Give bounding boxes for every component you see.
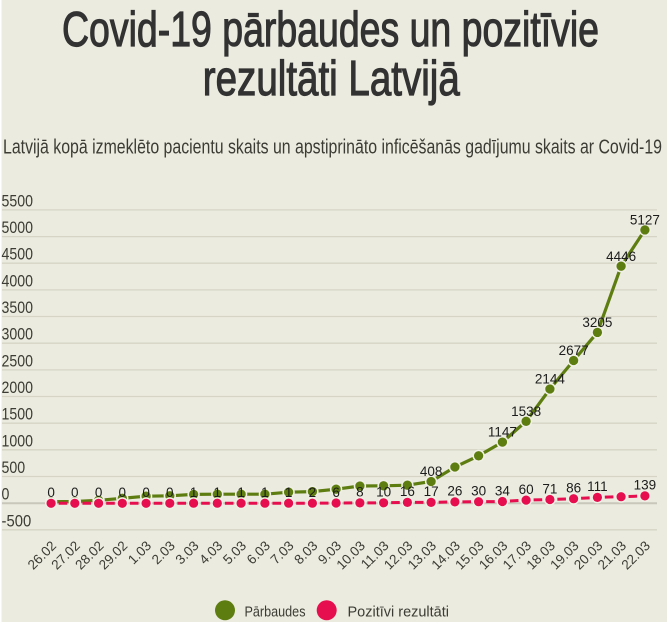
svg-text:86: 86: [566, 481, 581, 496]
svg-text:5127: 5127: [630, 213, 660, 228]
svg-text:rezultāti Latvijā: rezultāti Latvijā: [203, 52, 461, 106]
svg-text:3000: 3000: [2, 325, 34, 344]
svg-text:0: 0: [119, 485, 127, 500]
svg-text:1: 1: [285, 485, 293, 500]
svg-text:6: 6: [332, 485, 340, 500]
svg-text:60: 60: [519, 482, 534, 497]
svg-text:139: 139: [634, 478, 657, 493]
svg-text:3500: 3500: [2, 298, 34, 317]
svg-text:2677: 2677: [559, 343, 589, 358]
svg-text:4000: 4000: [2, 271, 34, 290]
svg-text:Latvijā kopā izmeklēto pacient: Latvijā kopā izmeklēto pacientu skaits u…: [3, 137, 662, 159]
svg-text:1: 1: [214, 485, 222, 500]
svg-text:1: 1: [190, 485, 198, 500]
svg-text:1: 1: [261, 485, 269, 500]
svg-text:1000: 1000: [2, 431, 34, 450]
svg-text:2: 2: [309, 485, 317, 500]
svg-text:-500: -500: [2, 511, 32, 530]
svg-text:0: 0: [95, 485, 103, 500]
svg-text:0: 0: [142, 485, 150, 500]
svg-text:500: 500: [2, 458, 26, 477]
svg-text:26: 26: [447, 484, 462, 499]
svg-text:5000: 5000: [2, 218, 34, 237]
svg-text:2000: 2000: [2, 378, 34, 397]
svg-text:4500: 4500: [2, 245, 34, 264]
svg-text:5500: 5500: [2, 191, 34, 210]
svg-text:10: 10: [376, 485, 391, 500]
svg-text:16: 16: [400, 484, 415, 499]
svg-text:0: 0: [71, 485, 79, 500]
svg-text:1538: 1538: [511, 404, 541, 419]
svg-text:2500: 2500: [2, 351, 34, 370]
svg-text:3205: 3205: [582, 315, 612, 330]
svg-text:4446: 4446: [606, 249, 636, 264]
svg-text:17: 17: [424, 484, 439, 499]
svg-text:1: 1: [237, 485, 245, 500]
svg-text:1147: 1147: [488, 425, 517, 440]
svg-text:0: 0: [47, 485, 55, 500]
svg-text:30: 30: [471, 484, 486, 499]
svg-text:1500: 1500: [2, 405, 34, 424]
svg-text:34: 34: [495, 483, 511, 498]
svg-text:Pārbaudes: Pārbaudes: [245, 603, 306, 620]
svg-text:8: 8: [356, 485, 364, 500]
svg-text:111: 111: [587, 479, 608, 494]
svg-text:408: 408: [420, 464, 443, 479]
svg-text:0: 0: [166, 485, 174, 500]
svg-text:71: 71: [542, 481, 557, 496]
svg-text:0: 0: [2, 485, 10, 504]
svg-text:2144: 2144: [535, 372, 566, 387]
svg-text:Covid-19 pārbaudes un pozitīvi: Covid-19 pārbaudes un pozitīvie: [62, 3, 599, 57]
svg-text:Pozitīvi rezultāti: Pozitīvi rezultāti: [348, 603, 450, 620]
